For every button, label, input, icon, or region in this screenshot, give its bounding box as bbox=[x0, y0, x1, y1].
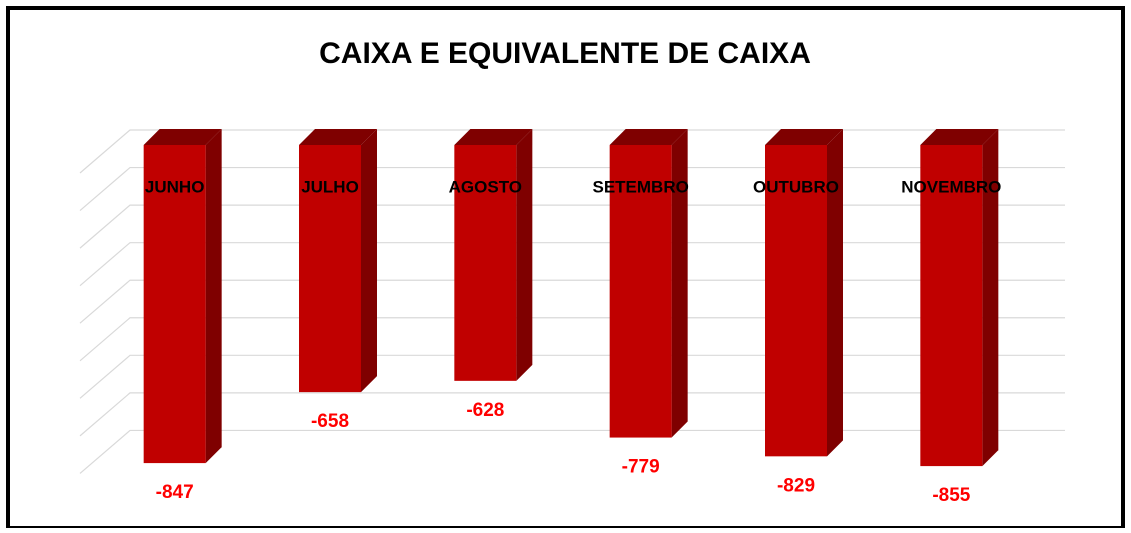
grid-line bbox=[79, 129, 1065, 174]
grid-line bbox=[79, 317, 1065, 362]
bar-side bbox=[982, 129, 999, 467]
value-label: -829 bbox=[777, 475, 815, 496]
bar bbox=[609, 145, 672, 438]
category-label: NOVEMBRO bbox=[901, 177, 1001, 196]
bar-top bbox=[765, 129, 843, 145]
value-label: -658 bbox=[311, 411, 349, 432]
grid-line bbox=[79, 204, 1065, 249]
value-label: -628 bbox=[466, 400, 504, 421]
category-label: JUNHO bbox=[145, 177, 205, 196]
grid-line bbox=[79, 166, 1065, 212]
grid-line bbox=[79, 354, 1065, 399]
grid-line bbox=[79, 279, 1065, 324]
bar-side bbox=[516, 129, 533, 381]
bar-side bbox=[205, 129, 222, 464]
bar-top bbox=[920, 129, 999, 145]
category-label: OUTUBRO bbox=[753, 177, 839, 196]
bar-top bbox=[143, 129, 222, 145]
bar-top bbox=[299, 129, 377, 145]
category-label: AGOSTO bbox=[449, 177, 522, 196]
value-label: -779 bbox=[622, 457, 660, 478]
category-label: SETEMBRO bbox=[592, 177, 688, 196]
bar-top bbox=[454, 129, 533, 145]
bar bbox=[299, 145, 361, 393]
bar bbox=[143, 145, 206, 464]
bar bbox=[920, 145, 983, 467]
grid-line bbox=[79, 429, 1065, 474]
bar-top bbox=[609, 129, 688, 145]
grid-line bbox=[79, 242, 1065, 287]
category-label: JULHO bbox=[301, 177, 359, 196]
bar bbox=[454, 145, 517, 381]
chart-title: CAIXA E EQUIVALENTE DE CAIXA bbox=[319, 37, 811, 70]
value-label: -855 bbox=[932, 485, 970, 506]
bar-side bbox=[827, 129, 843, 457]
value-label: -847 bbox=[156, 482, 194, 503]
bar-side bbox=[361, 129, 377, 393]
bar-side bbox=[671, 129, 688, 438]
bar bbox=[765, 145, 827, 457]
grid-line bbox=[79, 392, 1065, 437]
